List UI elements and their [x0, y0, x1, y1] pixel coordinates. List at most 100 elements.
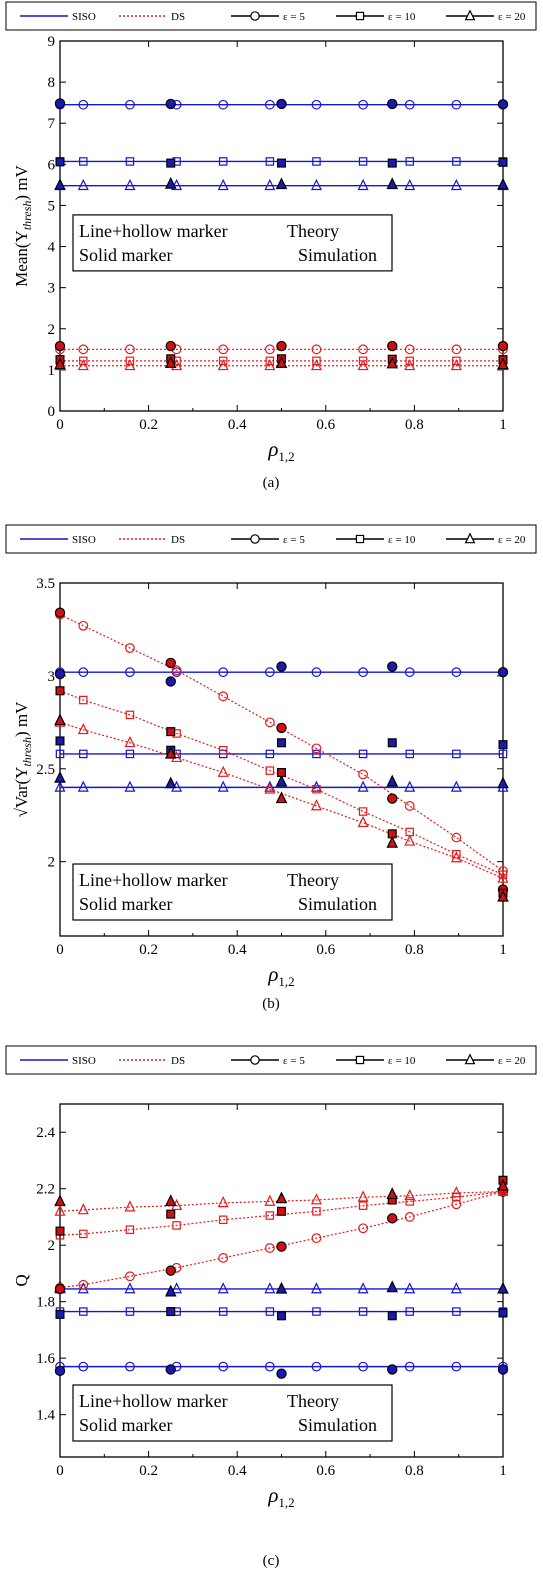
y-tick-label: 2 — [48, 855, 56, 871]
x-tick-label: 0 — [56, 942, 64, 958]
sim-marker — [276, 98, 287, 110]
sim-marker — [166, 1307, 176, 1317]
theory-marker — [312, 749, 321, 759]
theory-marker — [218, 1253, 229, 1263]
theory-marker — [311, 1233, 322, 1244]
sim-marker — [165, 1265, 176, 1276]
theory-marker — [358, 769, 369, 780]
y-tick-label: 2 — [48, 1238, 56, 1254]
y-tick-label: 2.2 — [36, 1182, 55, 1198]
theory-marker — [264, 1243, 275, 1253]
sim-marker — [386, 1280, 399, 1293]
theory-marker — [265, 749, 275, 759]
x-tick-label: 0.4 — [228, 1463, 247, 1479]
theory-marker — [218, 745, 228, 755]
theory-marker — [497, 871, 509, 883]
theory-marker — [125, 99, 135, 110]
sim-marker — [275, 1281, 288, 1294]
theory-marker — [264, 358, 276, 371]
series-siso-square — [55, 736, 508, 759]
legend-label-0: SISO — [72, 11, 96, 23]
theory-marker — [312, 356, 321, 366]
sim-marker — [276, 340, 287, 352]
sim-marker — [387, 98, 398, 110]
theory-marker — [358, 356, 368, 366]
theory-marker — [404, 801, 415, 811]
sim-marker — [54, 178, 66, 190]
legend-marker-4 — [464, 1053, 476, 1065]
theory-marker — [79, 695, 88, 705]
sim-marker — [164, 1284, 177, 1297]
theory-marker — [311, 1361, 322, 1372]
theory-marker — [310, 1282, 322, 1294]
theory-marker — [264, 667, 275, 678]
theory-marker — [497, 1184, 509, 1196]
theory-marker — [218, 1307, 228, 1316]
annotation-line1-left: Line+hollow marker — [79, 221, 228, 241]
legend-label-0: SISO — [72, 1055, 96, 1067]
theory-marker — [310, 358, 322, 371]
annotation-line2-right: Simulation — [298, 1415, 377, 1435]
y-tick-label: 9 — [48, 34, 56, 50]
legend-label-1: DS — [171, 1055, 185, 1067]
theory-marker — [217, 1282, 229, 1294]
theory-marker — [404, 1188, 416, 1201]
theory-marker — [312, 1307, 321, 1316]
sim-marker — [164, 1194, 177, 1207]
theory-marker — [358, 99, 369, 110]
annotation-line2-right: Simulation — [298, 245, 377, 265]
theory-marker — [125, 667, 135, 678]
sim-marker — [498, 157, 508, 167]
theory-marker — [450, 1186, 462, 1198]
series-siso-triangle — [54, 1280, 509, 1297]
sim-marker — [165, 676, 176, 687]
theory-marker — [264, 782, 276, 794]
sim-marker — [386, 1187, 399, 1200]
theory-marker — [357, 1190, 369, 1202]
series-ds-triangle — [54, 1178, 509, 1216]
sim-marker — [165, 1364, 176, 1375]
sim-marker — [166, 158, 176, 168]
theory-marker — [264, 780, 276, 792]
theory-marker — [78, 1361, 89, 1372]
x-axis-label: ρ1,2 — [267, 1483, 294, 1510]
theory-marker — [358, 157, 368, 166]
series-siso-triangle — [54, 176, 509, 191]
panel-caption: (c) — [263, 1553, 280, 1569]
legend-label-3: ε = 10 — [388, 534, 416, 546]
theory-marker — [357, 1282, 369, 1294]
theory-marker — [78, 667, 89, 678]
sim-marker — [275, 791, 288, 804]
series-ds-square — [55, 1175, 508, 1240]
theory-marker — [218, 691, 229, 702]
theory-marker — [358, 1223, 369, 1234]
theory-marker — [311, 344, 322, 355]
y-tick-label: 1.6 — [36, 1351, 55, 1367]
theory-marker — [264, 1361, 275, 1372]
sim-marker — [54, 668, 66, 680]
theory-marker — [125, 157, 135, 166]
theory-marker — [405, 1197, 415, 1206]
series-siso-circle — [54, 661, 509, 687]
theory-marker — [310, 799, 322, 811]
theory-marker — [450, 851, 462, 863]
legend-label-2: ε = 5 — [283, 1055, 305, 1067]
theory-marker — [451, 832, 462, 843]
theory-marker — [312, 157, 321, 166]
theory-marker — [125, 710, 135, 720]
x-tick-label: 0.2 — [139, 417, 158, 433]
theory-marker — [79, 749, 88, 759]
theory-marker — [451, 344, 462, 355]
theory-marker — [218, 99, 229, 110]
chart-panel-2: 0 0.2 0.4 0.6 0.8 1 1.4 1.6 1.8 2 2.2 2.4 ρ1,2 Q Line+… — [12, 1103, 509, 1510]
theory-marker — [78, 620, 89, 631]
theory-marker — [311, 99, 322, 110]
legend-label-2: ε = 5 — [283, 11, 305, 23]
series-ds-triangle — [54, 356, 509, 371]
theory-marker — [404, 1361, 415, 1372]
theory-marker — [79, 356, 88, 366]
theory-marker — [451, 99, 462, 110]
theory-marker — [358, 749, 368, 759]
x-tick-label: 1 — [499, 942, 507, 958]
legend-marker-3 — [355, 1055, 365, 1065]
